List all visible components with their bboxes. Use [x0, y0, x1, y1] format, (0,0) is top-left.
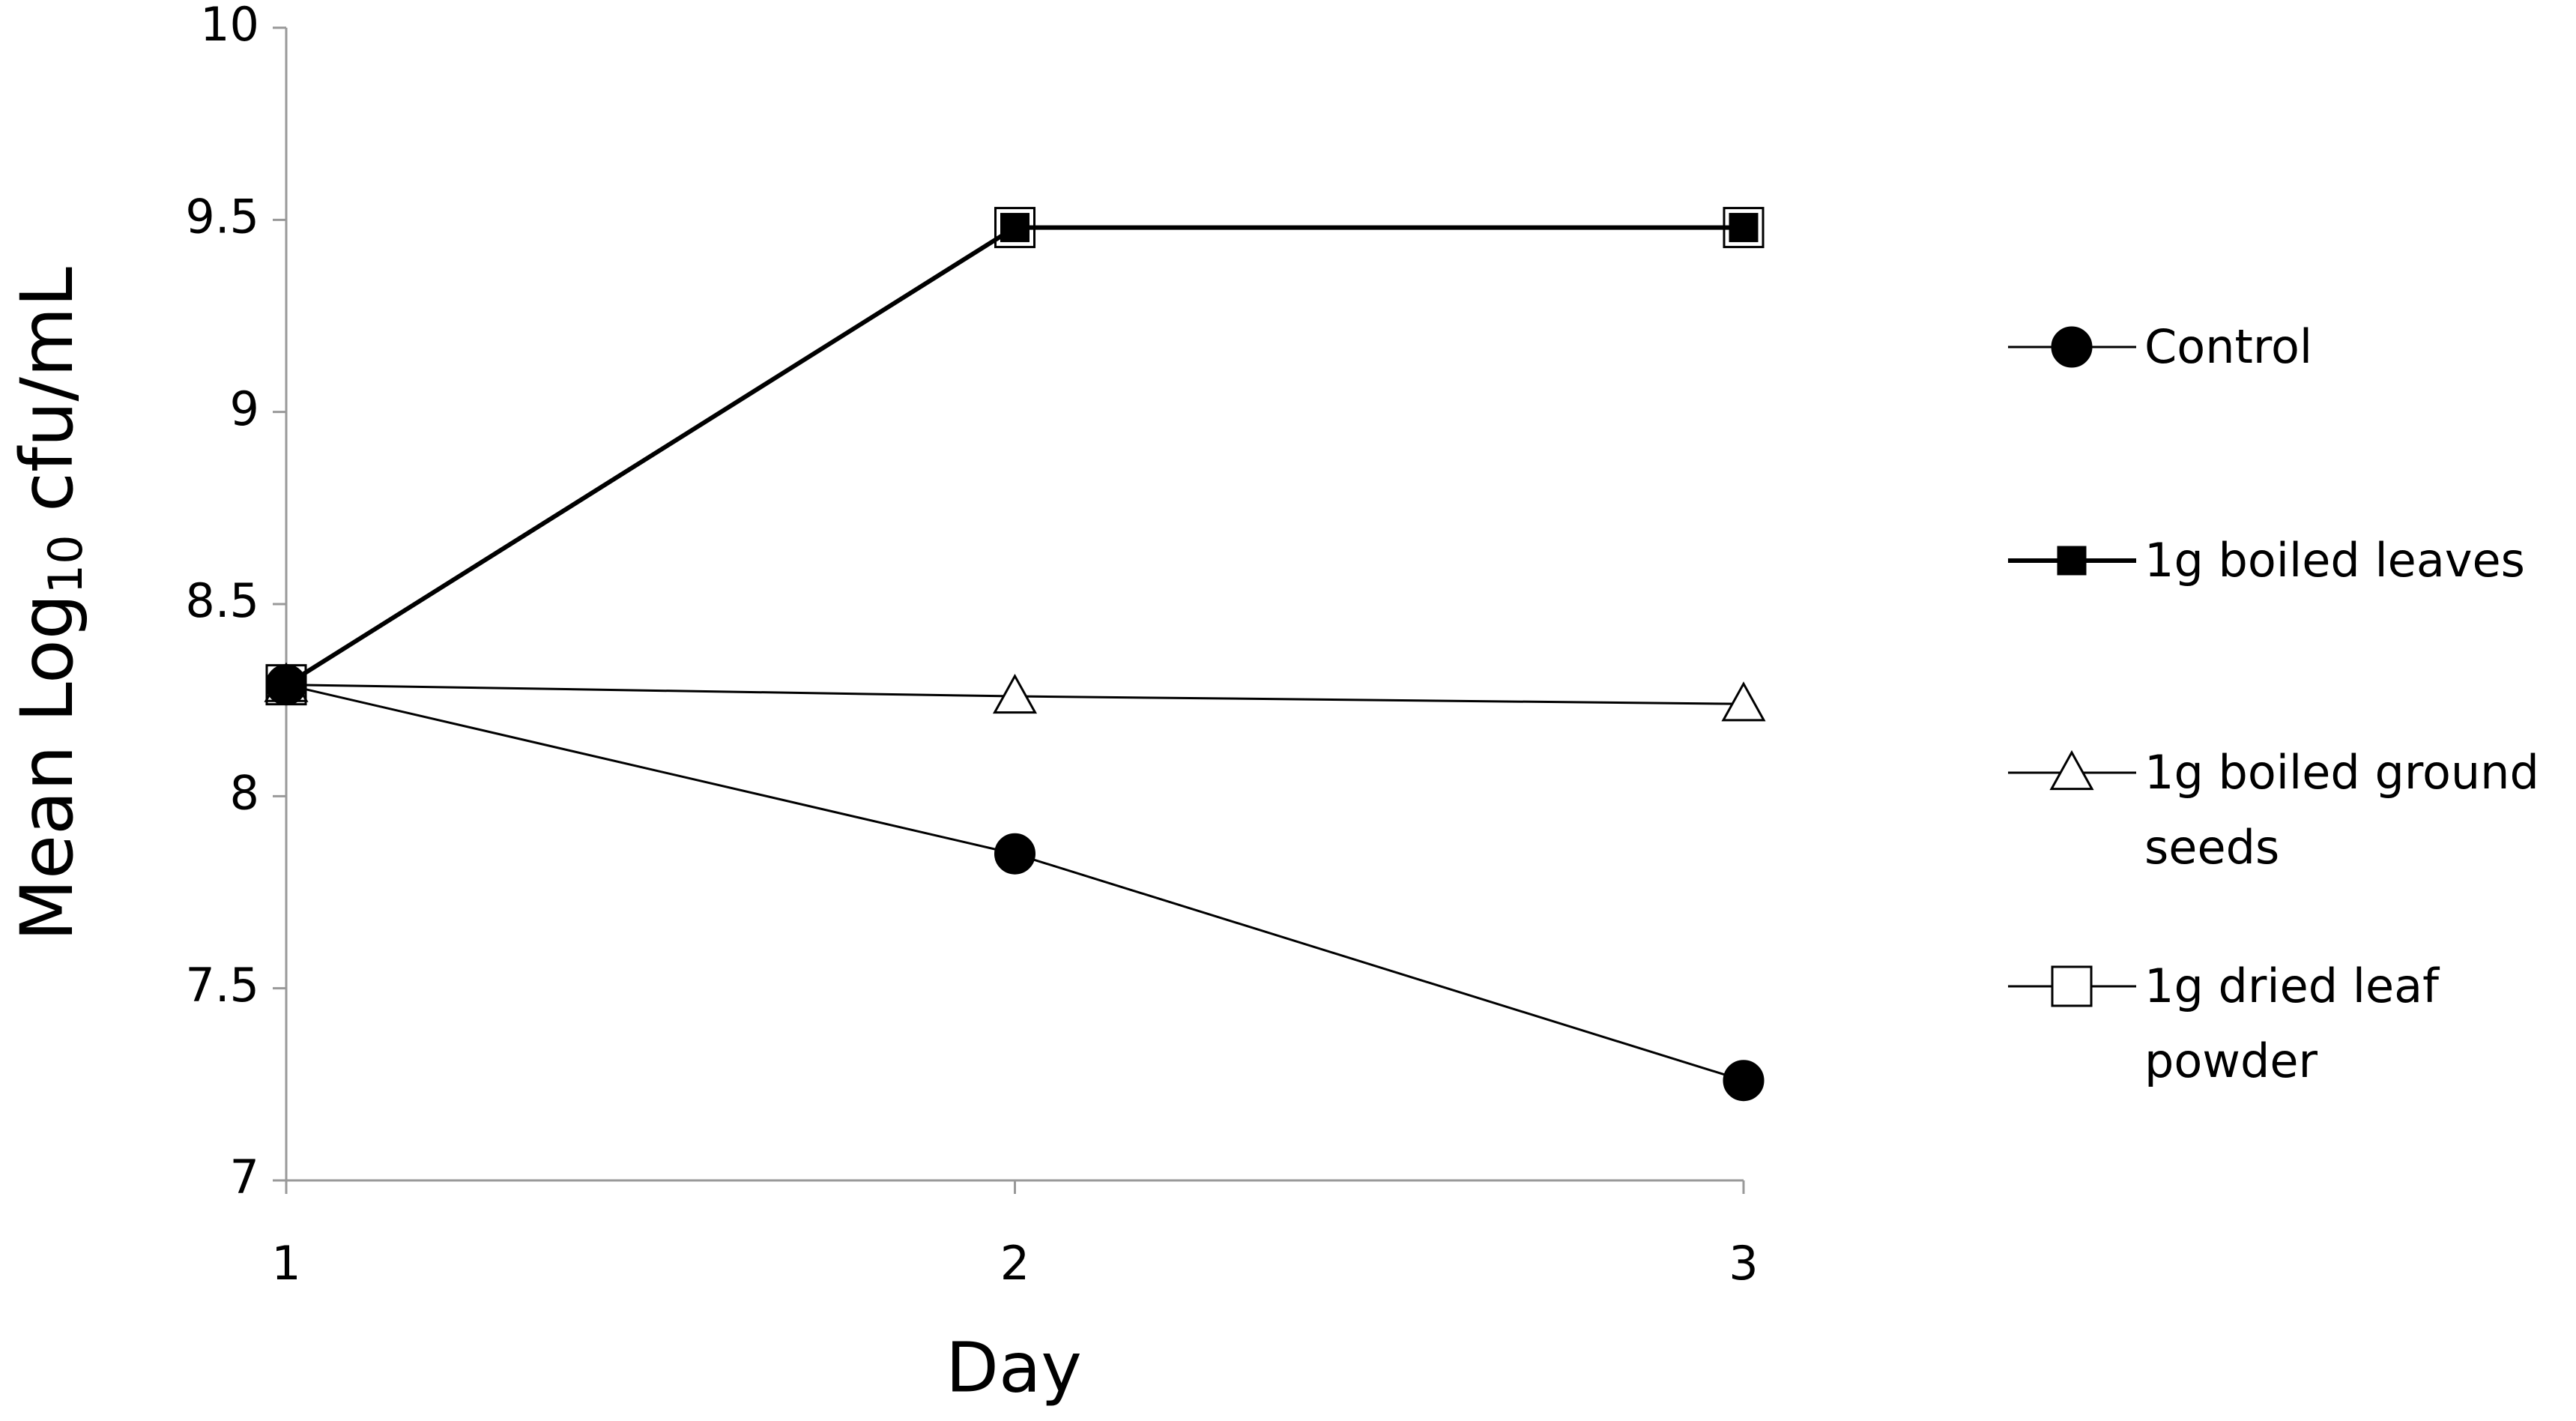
legend-marker [2049, 749, 2094, 791]
legend-label: 1g boiled leaves [2144, 533, 2525, 588]
series-line [285, 226, 1744, 686]
marker [1000, 213, 1030, 243]
x-tick-label: 3 [1729, 1236, 1758, 1291]
y-tick-label: 10 [200, 0, 259, 52]
legend-label: Control [2144, 319, 2313, 374]
legend-marker [2051, 326, 2093, 368]
y-title-sub: 10 [38, 534, 93, 594]
marker [994, 833, 1035, 875]
y-tick-label: 9 [230, 381, 259, 436]
series-line [285, 684, 1744, 1082]
y-tick-label: 8.5 [185, 573, 259, 628]
y-tick-label: 8 [230, 765, 259, 820]
y-tick-label: 9.5 [185, 189, 259, 244]
marker [1721, 681, 1766, 722]
legend-label: 1g boiled ground seeds [2144, 745, 2539, 875]
legend-marker [2051, 965, 2093, 1007]
marker [992, 673, 1038, 714]
x-axis-title: Day [946, 1327, 1082, 1408]
y-title-rest: cfu/mL [5, 267, 89, 534]
y-tick-label: 7.5 [185, 958, 259, 1013]
y-tick-label: 7 [230, 1150, 259, 1204]
marker [265, 664, 307, 706]
y-axis-title: Mean Log10 cfu/mL [5, 267, 93, 941]
legend-marker [2057, 546, 2087, 576]
legend-label: 1g dried leaf powder [2144, 959, 2439, 1088]
series-line [285, 225, 1744, 687]
x-tick-label: 2 [1000, 1236, 1030, 1291]
marker [1729, 213, 1759, 243]
marker [1723, 1060, 1765, 1102]
x-tick-label: 1 [271, 1236, 300, 1291]
y-title-main: Mean Log [5, 594, 89, 941]
